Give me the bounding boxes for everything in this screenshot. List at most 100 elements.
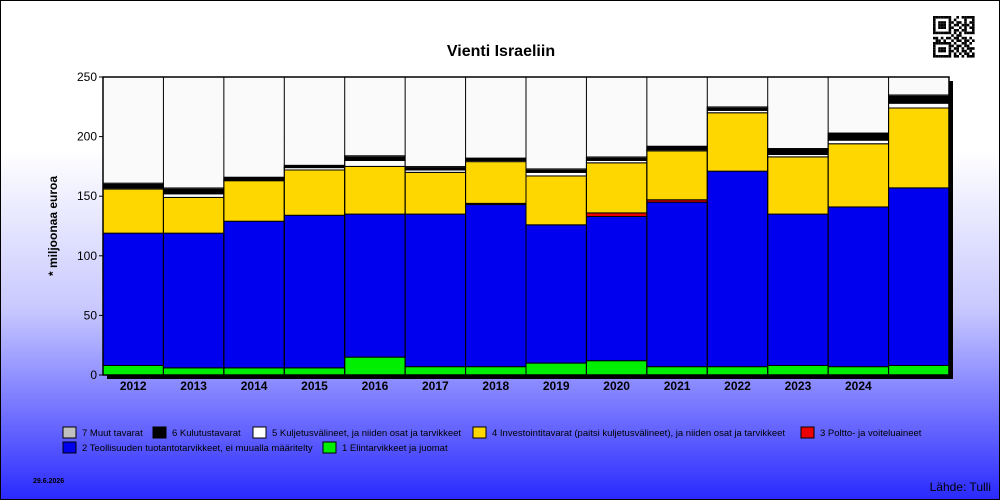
qr-module (940, 55, 944, 58)
qr-module (964, 16, 967, 19)
qr-module (969, 26, 972, 29)
qr-module (969, 36, 972, 40)
qr-module (953, 42, 957, 45)
qr-module (959, 44, 962, 48)
qr-module (940, 21, 944, 24)
qr-module (933, 44, 936, 48)
bar-segment (283, 164, 346, 169)
bar-segment (102, 183, 164, 189)
qr-module (940, 26, 944, 29)
qr-module (943, 55, 946, 58)
legend-label: 7 Muut tavarat (82, 428, 143, 439)
legend-label: 1 Elintarvikkeet ja juomat (342, 443, 448, 454)
y-axis-label: * miljoonaa euroa (46, 176, 60, 276)
x-tick-label: 2023 (785, 379, 812, 393)
qr-module (964, 31, 967, 35)
x-tick-label: 2020 (603, 379, 630, 393)
qr-module (966, 47, 970, 50)
qr-module (966, 23, 970, 27)
qr-module (956, 21, 959, 24)
bar-segment (525, 171, 587, 177)
bar-segment (525, 175, 587, 226)
qr-module (972, 29, 975, 32)
bar-segment (344, 213, 406, 358)
qr-module (948, 47, 952, 50)
legend-label: 6 Kulutustavarat (172, 428, 241, 439)
qr-module (948, 49, 952, 53)
bar-background (405, 77, 466, 166)
qr-module (959, 52, 962, 55)
bar-segment (646, 145, 708, 151)
qr-module (959, 31, 962, 35)
bar-background (345, 77, 405, 156)
qr-module (938, 23, 941, 27)
qr-module (969, 21, 972, 24)
bar-segment (223, 367, 285, 376)
bar-background (586, 77, 647, 157)
qr-module (953, 31, 957, 35)
qr-module (943, 47, 946, 50)
bar-segment (827, 139, 890, 145)
bar-background (828, 77, 889, 133)
legend: 7 Muut tavarat 6 Kulutustavarat 5 Kuljetus… (62, 426, 922, 454)
qr-module (938, 16, 941, 19)
bar-segment (465, 161, 527, 204)
bar-background (163, 77, 224, 188)
qr-module (956, 36, 959, 40)
qr-module (940, 31, 944, 35)
bar-segment (465, 204, 527, 368)
bar-segment (585, 162, 648, 214)
qr-module (948, 36, 952, 40)
bar-segment (585, 212, 648, 217)
bar-segment (283, 169, 346, 216)
qr-module (959, 21, 962, 24)
qr-module (943, 21, 946, 24)
bar-segment (706, 366, 769, 376)
qr-module (959, 39, 962, 42)
bar-background (647, 77, 707, 146)
qr-module (935, 16, 939, 19)
qr-module (956, 39, 959, 42)
bar-segment (646, 150, 708, 201)
legend-swatch (252, 426, 267, 439)
bar-background (707, 77, 768, 107)
qr-module (933, 42, 936, 45)
qr-module (940, 42, 944, 45)
chart-title: Vienti Israeliin (447, 43, 555, 60)
bar-segment (344, 156, 406, 161)
qr-module (933, 52, 936, 55)
x-tick-label: 2018 (482, 379, 509, 393)
bar-segment (706, 112, 769, 172)
bar-segment (525, 168, 587, 171)
qr-module (964, 36, 967, 40)
qr-module (948, 55, 952, 58)
qr-module (972, 21, 975, 24)
qr-module (940, 49, 944, 53)
qr-module (964, 23, 967, 27)
bar-segment (102, 232, 164, 366)
bar-background (284, 77, 345, 165)
qr-module (943, 23, 946, 27)
bar-segment (404, 366, 467, 376)
qr-module (933, 55, 936, 58)
qr-module (953, 47, 957, 50)
bar-segment (525, 362, 587, 376)
qr-module (940, 16, 944, 19)
qr-module (961, 47, 965, 50)
bar-segment (827, 206, 890, 368)
qr-module (933, 47, 936, 50)
qr-module (948, 44, 952, 48)
x-tick-label: 2014 (241, 379, 268, 393)
qr-module (940, 23, 944, 27)
qr-module (964, 18, 967, 22)
bar-segment (404, 171, 467, 215)
y-tick-label: 0 (90, 368, 97, 382)
bar-segment (888, 364, 950, 376)
qr-module (966, 16, 970, 19)
bar-segment (888, 102, 950, 109)
qr-module (951, 34, 954, 37)
legend-label: 4 Investointitavarat (paitsi kuljetusväl… (492, 428, 785, 439)
qr-module (964, 42, 967, 45)
plot-border (102, 76, 950, 376)
x-tick-label: 2016 (362, 379, 389, 393)
